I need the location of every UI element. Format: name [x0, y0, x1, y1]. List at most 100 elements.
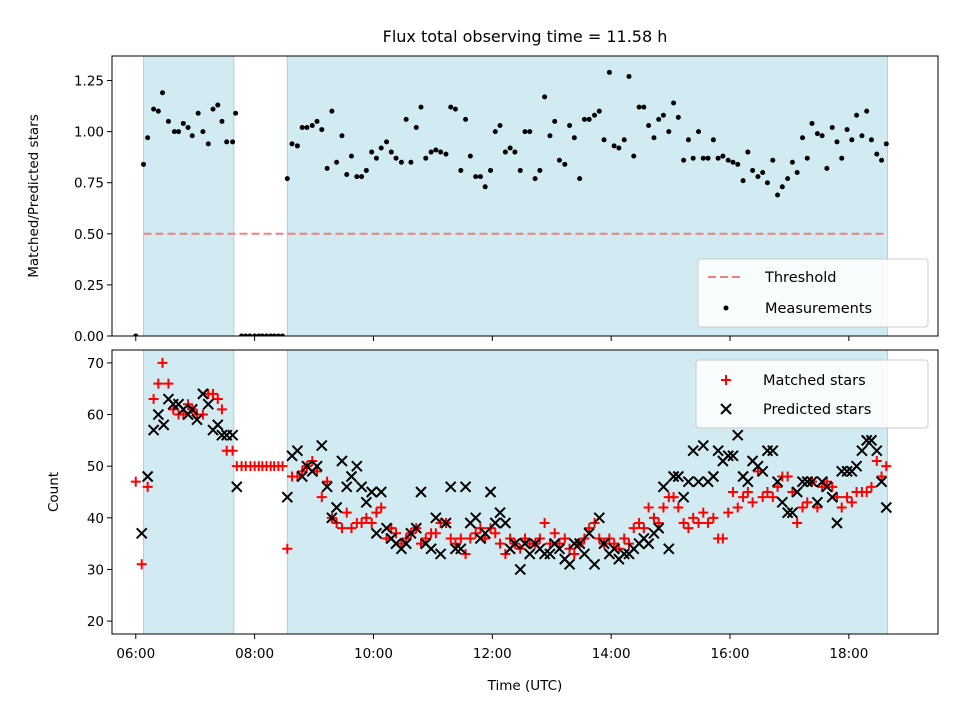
matched-star-point — [450, 538, 461, 549]
y-tick-label: 40 — [87, 511, 104, 527]
predicted-star-point — [598, 537, 610, 550]
matched-star-point — [584, 523, 595, 534]
predicted-star-point — [677, 491, 690, 503]
predicted-star-point — [434, 548, 447, 560]
matched-star-point — [757, 492, 768, 503]
measurement-point — [271, 333, 277, 336]
matched-star-point — [732, 502, 743, 513]
matched-star-point — [559, 533, 570, 544]
matched-star-point — [628, 523, 639, 534]
measurement-point — [755, 174, 761, 180]
measurement-point — [685, 137, 691, 143]
measurement-point — [770, 157, 776, 163]
measurement-point — [581, 116, 587, 122]
predicted-star-point — [875, 475, 888, 488]
measurement-point — [378, 145, 384, 151]
matched-star-point — [282, 543, 293, 554]
ratio-y-axis-label: Matched/Predicted stars — [26, 114, 42, 277]
predicted-star-point — [826, 491, 838, 503]
matched-star-point — [346, 523, 357, 534]
matched-star-point — [227, 445, 238, 456]
measurement-point — [829, 125, 835, 131]
predicted-star-point — [871, 444, 883, 457]
measurement-point — [373, 155, 379, 161]
predicted-star-point — [141, 470, 154, 483]
predicted-star-point — [578, 548, 591, 560]
measurement-point — [859, 133, 865, 139]
matched-star-point — [208, 388, 219, 399]
predicted-star-point — [410, 522, 422, 534]
predicted-star-point — [330, 501, 343, 514]
measurement-point — [133, 333, 139, 336]
measurement-point — [205, 141, 211, 147]
measurement-point — [631, 153, 637, 159]
ratio-y-axis: 0.00 0.25 0.50 0.75 1.00 1.25 — [74, 74, 112, 345]
measurement-point — [160, 90, 166, 96]
measurement-point — [794, 169, 800, 175]
matched-star-point — [831, 492, 842, 503]
measurement-point — [230, 139, 236, 145]
predicted-star-point — [856, 444, 868, 457]
matched-star-point — [634, 517, 645, 528]
measurement-point — [785, 176, 791, 182]
matched-star-point — [292, 471, 303, 482]
predicted-star-point — [756, 465, 769, 478]
measurement-point — [735, 161, 741, 167]
measurement-point — [547, 133, 553, 139]
x-tick-label: 12:00 — [473, 646, 512, 662]
matched-star-point — [772, 481, 783, 492]
measurement-point — [675, 114, 681, 120]
predicted-star-point — [311, 460, 323, 472]
ratio-legend: Threshold Measurements — [697, 258, 929, 328]
predicted-star-point — [642, 537, 655, 550]
predicted-star-point — [430, 512, 442, 524]
measurement-point — [477, 174, 483, 180]
measurement-point — [616, 145, 622, 151]
predicted-star-point — [360, 496, 373, 509]
matched-star-point — [668, 492, 679, 503]
legend-matched-label: Matched stars — [763, 373, 866, 389]
matched-star-point — [698, 507, 709, 518]
matched-star-point — [312, 466, 323, 477]
legend-measurements-label: Measurements — [765, 301, 872, 317]
matched-star-point — [197, 409, 208, 420]
predicted-star-point — [380, 522, 393, 534]
measurement-point — [488, 167, 494, 173]
legend-measurements-swatch — [723, 305, 729, 311]
measurement-point — [264, 333, 270, 336]
matched-star-point — [381, 533, 392, 544]
predicted-star-point — [786, 506, 799, 519]
matched-star-point — [787, 487, 798, 497]
measurement-point — [690, 155, 696, 161]
measurement-point — [339, 133, 345, 139]
measurement-point — [418, 104, 424, 110]
observing-interval — [143, 56, 234, 336]
measurement-point — [646, 122, 652, 128]
matched-star-point — [638, 523, 649, 534]
chart-title: Flux total observing time = 11.58 h — [383, 27, 668, 46]
matched-star-point — [708, 512, 719, 523]
predicted-star-point — [692, 475, 705, 488]
matched-star-point — [153, 378, 164, 389]
measurement-point — [556, 157, 562, 163]
matched-star-point — [742, 487, 753, 497]
measurement-point — [700, 155, 706, 161]
measurement-point — [171, 129, 177, 135]
measurement-point — [239, 333, 245, 336]
measurement-point — [819, 133, 825, 139]
measurement-point — [814, 131, 820, 137]
matched-star-point — [416, 538, 427, 549]
measurement-point — [586, 116, 592, 122]
measurement-point — [280, 333, 286, 336]
y-tick-label: 60 — [87, 408, 104, 424]
measurement-point — [176, 129, 182, 135]
legend-predicted-swatch — [720, 403, 732, 415]
matched-star-point — [703, 517, 714, 528]
predicted-star-point — [455, 543, 467, 555]
matched-star-point — [420, 533, 431, 544]
predicted-star-point — [351, 460, 363, 472]
time-x-axis: 06:00 08:00 10:00 12:00 14:00 16:00 18:00 — [116, 634, 868, 662]
measurement-point — [314, 118, 320, 124]
matched-star-point — [782, 471, 793, 482]
measurement-point — [398, 159, 404, 165]
